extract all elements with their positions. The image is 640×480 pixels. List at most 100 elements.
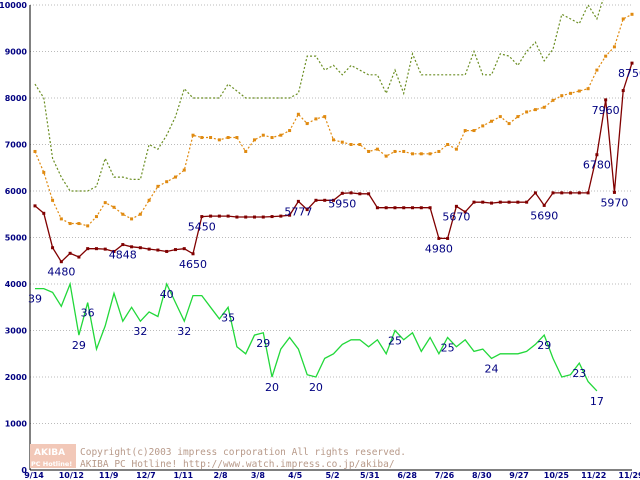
data-point-orange-dotted [428,152,432,156]
data-point-dark-red [173,248,177,252]
data-point-orange-dotted [33,149,37,153]
data-point-dark-red [340,191,344,195]
data-point-orange-dotted [437,149,441,153]
x-tick-label: 8/30 [472,471,492,480]
data-label: 5690 [530,209,558,222]
data-point-orange-dotted [226,136,230,140]
data-point-orange-dotted [621,17,625,21]
data-point-orange-dotted [454,147,458,151]
data-point-dark-red [454,204,458,208]
series-line-olive-dotted [34,0,604,192]
logo-box [30,444,76,468]
data-label: 5970 [600,196,628,209]
data-point-dark-red [138,246,142,250]
data-point-orange-dotted [182,168,186,172]
data-point-dark-red [209,214,213,218]
data-point-dark-red [33,204,37,208]
data-point-orange-dotted [569,91,573,95]
logo-text-bottom: PC Hotline! [31,460,72,468]
x-tick-label: 11/9 [99,471,119,480]
data-point-orange-dotted [393,149,397,153]
x-tick-label: 9/14 [24,471,44,480]
data-point-dark-red [393,206,397,210]
x-tick-label: 12/7 [136,471,156,480]
data-point-dark-red [94,247,98,251]
data-point-dark-red [296,199,300,203]
series-line-orange-dotted [34,13,633,227]
data-label: 36 [81,307,95,320]
data-point-dark-red [279,214,283,218]
y-tick-label: 7000 [5,141,28,150]
data-point-orange-dotted [244,149,248,153]
data-point-orange-dotted [595,68,599,72]
data-point-dark-red [86,247,90,251]
x-tick-label: 10/25 [544,471,570,480]
data-point-orange-dotted [551,98,555,102]
data-point-orange-dotted [270,136,274,140]
data-labels: 4480 4848 4650 5450 5777 5950 4980 5670 5690 6780… [28,67,640,408]
copyright-block: AKIBA PC Hotline! Copyright(c)2003 impre… [30,444,406,470]
data-point-dark-red [288,213,292,217]
data-label: 4980 [425,242,453,255]
data-point-dark-red [472,200,476,204]
data-point-dark-red [130,245,134,249]
data-point-dark-red [200,215,204,219]
data-point-dark-red [305,208,309,212]
data-point-orange-dotted [533,108,537,112]
data-point-orange-dotted [112,205,116,209]
data-point-dark-red [191,252,195,256]
data-point-dark-red [516,200,520,204]
data-point-dark-red [411,206,415,210]
logo-text-top: AKIBA [34,448,65,458]
data-point-dark-red [244,215,248,219]
y-tick-label: 2000 [5,373,28,382]
data-point-orange-dotted [463,129,467,133]
data-point-dark-red [384,206,388,210]
y-tick-label: 9000 [5,48,28,57]
data-point-orange-dotted [86,224,90,228]
data-point-dark-red [314,198,318,202]
data-point-dark-red [577,191,581,195]
y-tick-label: 10000 [0,1,27,10]
data-point-orange-dotted [305,122,309,126]
data-point-orange-dotted [296,112,300,116]
data-point-orange-dotted [156,184,160,188]
data-point-orange-dotted [332,138,335,142]
data-point-dark-red [252,215,256,219]
data-point-dark-red [77,255,81,259]
copyright-line-1: Copyright(c)2003 impress corporation All… [80,447,406,458]
grid-lines [30,4,632,471]
data-label: 4480 [47,266,75,279]
data-point-orange-dotted [402,149,406,153]
data-point-orange-dotted [490,119,494,123]
data-point-dark-red [481,200,485,204]
data-point-orange-dotted [481,124,485,128]
data-point-orange-dotted [173,175,177,179]
axes [29,5,632,471]
data-point-orange-dotted [577,89,581,93]
data-point-dark-red [51,246,55,250]
data-point-orange-dotted [68,222,72,226]
data-point-orange-dotted [542,105,546,109]
data-point-dark-red [560,191,564,195]
x-tick-label: 9/27 [509,471,529,480]
data-point-dark-red [498,200,502,204]
data-point-orange-dotted [604,54,608,58]
data-point-dark-red [402,206,406,210]
x-tick-label: 2/8 [214,471,228,480]
data-point-dark-red [217,214,221,218]
data-point-dark-red [551,191,555,195]
data-point-dark-red [367,192,371,196]
data-point-dark-red [270,215,274,219]
data-point-orange-dotted [103,201,107,205]
data-point-dark-red [604,98,608,102]
data-label: 40 [160,288,174,301]
data-point-orange-dotted [191,133,195,137]
data-point-dark-red [147,247,151,251]
y-tick-label: 6000 [5,187,28,196]
data-label: 25 [388,335,402,348]
data-point-orange-dotted [630,12,634,16]
x-tick-label: 5/31 [360,471,380,480]
data-point-orange-dotted [612,45,616,49]
